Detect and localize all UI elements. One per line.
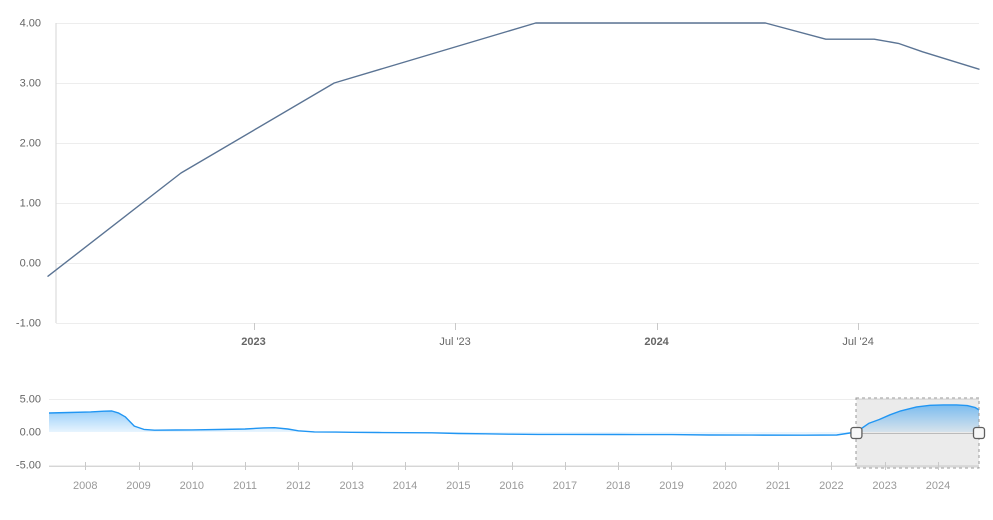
y-axis-label: -1.00 (16, 318, 41, 330)
navigator-x-label: 2021 (766, 480, 790, 492)
y-axis-label: 1.00 (20, 198, 41, 210)
navigator-x-label: 2023 (872, 480, 896, 492)
navigator-series-line (48, 404, 980, 436)
navigator[interactable]: 5.00 0.00 -5.00 2008 2009 2010 2011 2012 2013 201… (16, 394, 986, 493)
x-axis-label: Jul '23 (439, 336, 470, 348)
navigator-x-label: 2008 (73, 480, 97, 492)
main-y-axis-labels: 4.00 3.00 2.00 1.00 0.00 -1.00 (16, 18, 41, 330)
navigator-x-label: 2009 (126, 480, 150, 492)
navigator-x-label: 2015 (446, 480, 470, 492)
y-axis-label: 0.00 (20, 258, 41, 270)
navigator-area (49, 404, 979, 436)
y-axis-label: 2.00 (20, 138, 41, 150)
y-axis-label: 3.00 (20, 78, 41, 90)
navigator-x-label: 2012 (286, 480, 310, 492)
navigator-x-label: 2014 (393, 480, 417, 492)
navigator-x-label: 2022 (819, 480, 843, 492)
navigator-x-label: 2018 (606, 480, 630, 492)
navigator-y-label: 5.00 (20, 394, 41, 406)
navigator-x-label: 2013 (339, 480, 363, 492)
x-axis-label: 2023 (241, 336, 265, 348)
navigator-handle-right[interactable] (972, 426, 986, 440)
main-gridlines (56, 23, 979, 324)
navigator-x-label: 2011 (233, 480, 257, 492)
x-axis-label: 2024 (644, 336, 669, 348)
navigator-x-label: 2019 (659, 480, 683, 492)
y-axis-label: 4.00 (20, 18, 41, 30)
navigator-handle-left[interactable] (850, 426, 863, 440)
navigator-x-label: 2010 (180, 480, 204, 492)
main-x-axis: 2023 Jul '23 2024 Jul '24 (241, 323, 874, 348)
main-series-line (47, 22, 980, 277)
navigator-x-label: 2020 (713, 480, 737, 492)
main-price-chart: 4.00 3.00 2.00 1.00 0.00 -1.00 2023 Jul '23 2024… (16, 18, 980, 348)
x-axis-label: Jul '24 (842, 336, 873, 348)
navigator-x-label: 2024 (926, 480, 950, 492)
navigator-x-label: 2016 (499, 480, 523, 492)
navigator-y-label: 0.00 (20, 427, 41, 439)
navigator-y-label: -5.00 (16, 460, 41, 472)
navigator-x-label: 2017 (553, 480, 577, 492)
